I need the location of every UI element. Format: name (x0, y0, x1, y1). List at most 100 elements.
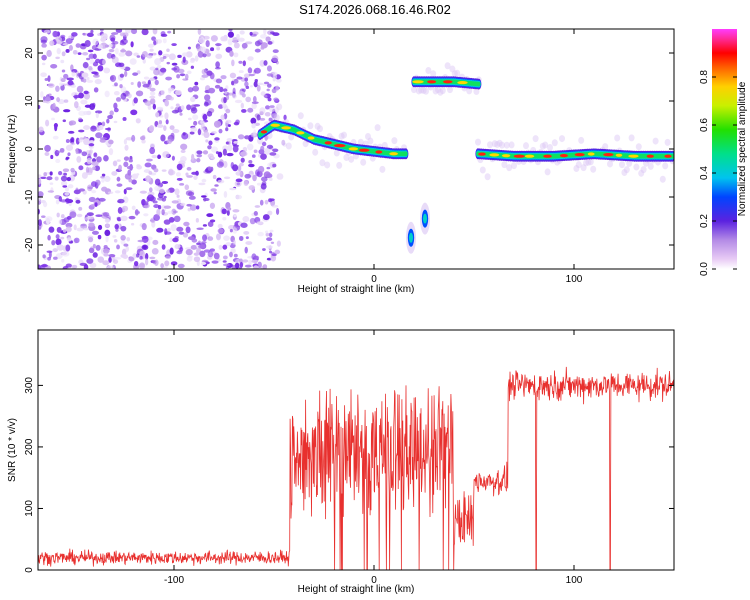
noise-speckle (263, 29, 267, 35)
ridge-halo (623, 166, 630, 174)
noise-speckle (170, 224, 177, 232)
noise-speckle (51, 117, 55, 121)
noise-speckle (83, 125, 91, 131)
noise-speckle (78, 206, 83, 211)
noise-speckle (222, 148, 227, 156)
noise-speckle (241, 108, 247, 113)
noise-speckle (260, 42, 268, 49)
noise-speckle (270, 241, 275, 245)
noise-speckle (193, 175, 198, 180)
noise-speckle (152, 103, 157, 110)
noise-speckle (97, 65, 104, 72)
noise-speckle (41, 43, 47, 48)
noise-speckle (67, 184, 74, 189)
ridge-halo (628, 134, 635, 142)
noise-speckle (272, 163, 277, 168)
noise-speckle (262, 264, 268, 269)
ridge-halo (285, 142, 292, 150)
noise-speckle (152, 239, 159, 245)
noise-speckle (231, 59, 235, 67)
noise-speckle (47, 190, 55, 193)
ridge-halo (473, 87, 480, 95)
noise-speckle (54, 176, 59, 181)
noise-speckle (204, 94, 211, 101)
colorbar (712, 29, 737, 269)
noise-speckle (265, 36, 271, 42)
top-y-tick-label: -10 (24, 189, 35, 204)
bottom-y-axis-label: SNR (10 * v/v) (7, 418, 18, 482)
noise-speckle (206, 52, 212, 57)
noise-speckle (238, 90, 245, 96)
ridge-halo (338, 132, 345, 140)
noise-speckle (196, 150, 203, 155)
ridge-halo (638, 169, 645, 177)
ridge-halo (640, 166, 647, 174)
noise-speckle (136, 70, 141, 75)
noise-speckle (44, 96, 51, 104)
noise-speckle (196, 242, 201, 246)
ridge-halo (324, 161, 331, 169)
noise-speckle (97, 234, 102, 240)
noise-speckle (231, 264, 236, 269)
noise-speckle (159, 114, 164, 118)
noise-speckle (152, 200, 158, 204)
noise-speckle (92, 166, 96, 171)
noise-speckle (161, 180, 169, 184)
ridge-halo (479, 166, 486, 174)
ridge-halo (585, 158, 592, 166)
noise-speckle (266, 166, 271, 170)
noise-speckle (189, 204, 197, 211)
noise-speckle (110, 32, 119, 35)
noise-speckle (268, 117, 273, 122)
noise-speckle (110, 37, 116, 42)
noise-speckle (77, 52, 82, 56)
noise-speckle (181, 52, 188, 57)
noise-speckle (58, 196, 63, 202)
noise-speckle (88, 222, 95, 228)
noise-speckle (185, 51, 193, 58)
noise-speckle (249, 85, 253, 88)
noise-speckle (86, 157, 92, 165)
noise-speckle (60, 175, 68, 182)
noise-speckle (215, 53, 223, 60)
noise-speckle (69, 211, 77, 219)
noise-speckle (78, 129, 85, 133)
ridge-peak (333, 143, 346, 148)
noise-speckle (94, 78, 102, 85)
noise-speckle (191, 171, 197, 175)
noise-speckle (257, 82, 264, 86)
noise-speckle (149, 256, 156, 260)
noise-speckle (170, 106, 174, 110)
noise-speckle (225, 127, 229, 132)
ridge-halo (503, 141, 510, 149)
noise-speckle (193, 252, 200, 256)
noise-speckle (217, 179, 225, 184)
noise-speckle (266, 88, 270, 92)
noise-speckle (248, 73, 255, 77)
ridge-peak (574, 153, 585, 157)
ridge-halo (501, 161, 508, 169)
noise-speckle (251, 154, 256, 158)
noise-speckle (151, 248, 159, 255)
colorbar-tick-label: 0.0 (699, 262, 710, 276)
noise-speckle (215, 78, 223, 84)
noise-speckle (276, 240, 281, 247)
noise-speckle (259, 199, 264, 206)
noise-speckle (153, 214, 160, 221)
noise-speckle (235, 194, 243, 200)
noise-speckle (63, 172, 68, 176)
noise-speckle (65, 157, 69, 161)
ridge-peak (281, 126, 292, 130)
noise-speckle (65, 244, 71, 252)
noise-speckle (67, 80, 74, 86)
noise-speckle (108, 256, 112, 263)
noise-speckle (122, 32, 129, 37)
noise-speckle (222, 244, 228, 250)
noise-speckle (185, 226, 191, 234)
noise-speckle (227, 38, 233, 46)
noise-speckle (257, 261, 262, 269)
noise-speckle (169, 96, 174, 101)
noise-speckle (239, 258, 243, 263)
noise-speckle (143, 76, 150, 80)
